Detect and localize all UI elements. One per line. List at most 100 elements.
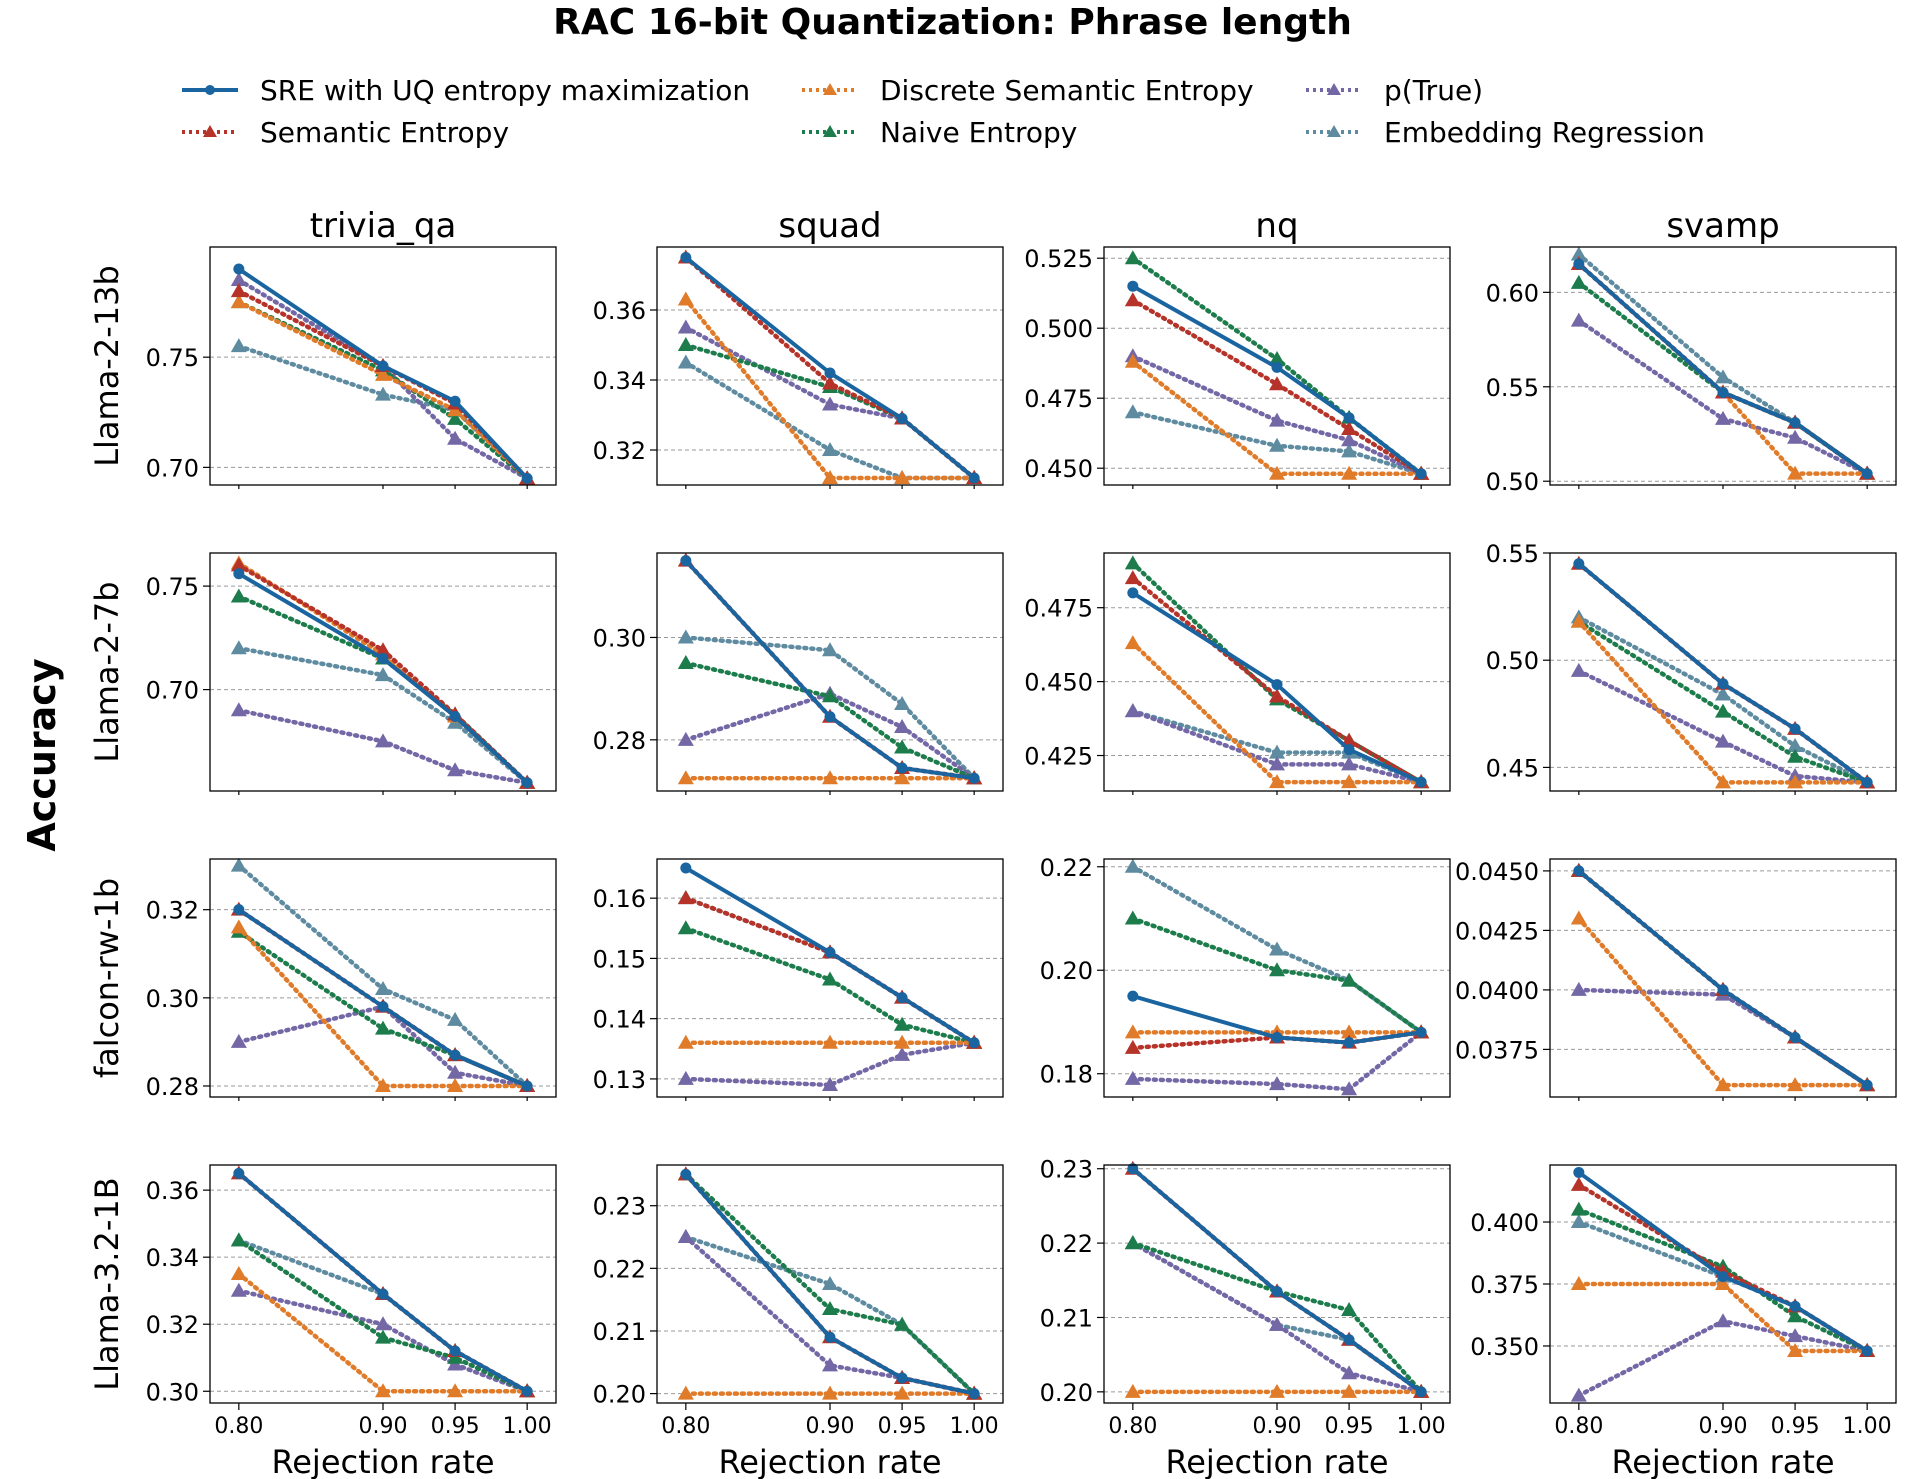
data-point xyxy=(1269,688,1285,703)
data-point xyxy=(1570,246,1587,261)
data-point xyxy=(677,629,694,644)
data-point xyxy=(447,762,464,777)
legend-swatch-embedding-regression xyxy=(1306,125,1362,137)
series-semantic-entropy xyxy=(230,283,536,485)
y-tick-label: 0.32 xyxy=(146,1311,199,1339)
data-point xyxy=(1341,774,1358,789)
legend-label-embedding-regression: Embedding Regression xyxy=(1384,115,1705,149)
data-point xyxy=(822,642,838,657)
axes-frame xyxy=(1103,552,1451,792)
series-discrete-semantic-entropy xyxy=(1124,353,1430,480)
y-tick-label: 0.21 xyxy=(593,1318,646,1346)
data-point xyxy=(230,1033,247,1048)
series-line xyxy=(683,926,977,1046)
data-point xyxy=(1269,351,1285,365)
series-line xyxy=(1131,284,1423,476)
x-tick-label: 0.95 xyxy=(431,1414,480,1439)
y-tick-label: 0.45 xyxy=(1486,754,1539,782)
y-tick-label: 0.36 xyxy=(593,297,646,325)
series-line xyxy=(237,1171,529,1394)
data-point xyxy=(230,283,247,298)
x-axis-label: Rejection rate xyxy=(271,1443,494,1479)
series-line xyxy=(1576,987,1870,1088)
legend-item-semantic-entropy: Semantic Entropy xyxy=(180,112,509,152)
series-sre-with-uq-entropy-maximization xyxy=(1573,1166,1873,1357)
data-point xyxy=(680,862,692,874)
data-point xyxy=(1269,941,1285,956)
legend-item-naive-entropy: Naive Entropy xyxy=(800,112,1077,152)
series-line xyxy=(236,277,530,481)
data-point xyxy=(1570,1214,1587,1229)
y-tick-label: 0.400 xyxy=(1470,1209,1539,1237)
data-point xyxy=(677,770,694,785)
chart-title: RAC 16-bit Quantization: Phrase length xyxy=(553,2,1352,43)
axes-frame xyxy=(1549,858,1897,1098)
data-point xyxy=(1341,732,1358,747)
data-point xyxy=(447,410,464,425)
x-tick-label: 0.90 xyxy=(1253,1414,1302,1439)
data-point xyxy=(1861,776,1873,788)
data-point xyxy=(822,1385,838,1400)
data-point xyxy=(1787,748,1804,763)
y-tick-label: 0.50 xyxy=(1486,468,1539,496)
series-sre-with-uq-entropy-maximization xyxy=(233,568,533,789)
series-line xyxy=(1130,864,1424,1035)
y-tick-label: 0.55 xyxy=(1486,374,1539,402)
y-tick-label: 0.0375 xyxy=(1455,1036,1539,1064)
data-point xyxy=(1415,776,1427,788)
y-tick-label: 0.28 xyxy=(593,727,646,755)
legend-item-embedding-regression: Embedding Regression xyxy=(1304,112,1705,152)
data-point xyxy=(447,1011,464,1026)
series-line xyxy=(236,925,530,1089)
series-p-true xyxy=(1124,1235,1430,1398)
data-point xyxy=(1415,1386,1427,1398)
panel-falcon-rw-1b-nq: 0.18 0.20 0.22 xyxy=(1040,854,1451,1101)
series-line xyxy=(683,660,977,781)
axes-frame xyxy=(1103,1164,1451,1404)
x-tick-label: 1.00 xyxy=(950,1414,999,1439)
series-embedding-regression xyxy=(1124,858,1430,1039)
series-sre-with-uq-entropy-maximization xyxy=(233,1167,533,1397)
data-point xyxy=(1715,1077,1731,1092)
y-tick-label: 0.375 xyxy=(1470,1271,1539,1299)
data-point xyxy=(1124,555,1141,570)
y-tick-label: 0.75 xyxy=(146,344,199,372)
data-point xyxy=(1269,774,1285,789)
panel-llama-2-13b-trivia-qa: 0.70 0.75 trivia_qa Llama-2-13b xyxy=(88,206,557,489)
data-point xyxy=(894,739,911,754)
series-p-true xyxy=(230,702,536,789)
data-point xyxy=(1124,1235,1141,1250)
data-point xyxy=(894,1385,911,1400)
data-point xyxy=(1570,981,1587,996)
data-point xyxy=(449,1345,461,1357)
data-point xyxy=(896,413,908,424)
panel-falcon-rw-1b-trivia-qa: 0.28 0.30 0.32 falcon-rw-1b xyxy=(88,857,557,1101)
data-point xyxy=(1269,437,1285,452)
axes-frame xyxy=(209,552,557,792)
data-point xyxy=(968,1037,980,1049)
x-tick-label: 1.00 xyxy=(1397,1414,1446,1439)
data-point xyxy=(375,642,391,657)
data-point xyxy=(680,555,692,567)
axes-frame xyxy=(656,858,1004,1098)
data-point xyxy=(680,1168,692,1180)
series-naive-entropy xyxy=(1124,1235,1430,1398)
y-tick-label: 0.32 xyxy=(146,897,199,925)
data-point xyxy=(822,396,838,411)
data-point xyxy=(1343,1334,1355,1346)
data-point xyxy=(375,1077,391,1092)
data-point xyxy=(822,971,838,986)
data-point xyxy=(1124,910,1141,925)
series-line xyxy=(1130,1240,1424,1395)
data-point xyxy=(1124,1039,1141,1054)
y-tick-label: 0.50 xyxy=(1486,647,1539,675)
data-point xyxy=(521,1385,533,1397)
data-point xyxy=(1269,1383,1285,1398)
series-line xyxy=(236,1271,530,1394)
series-line xyxy=(236,1238,530,1394)
data-point xyxy=(896,1372,908,1384)
data-point xyxy=(894,695,911,710)
data-point xyxy=(1570,662,1587,677)
panel-llama-2-7b-svamp: 0.45 0.50 0.55 xyxy=(1486,540,1897,795)
data-point xyxy=(230,1265,247,1280)
